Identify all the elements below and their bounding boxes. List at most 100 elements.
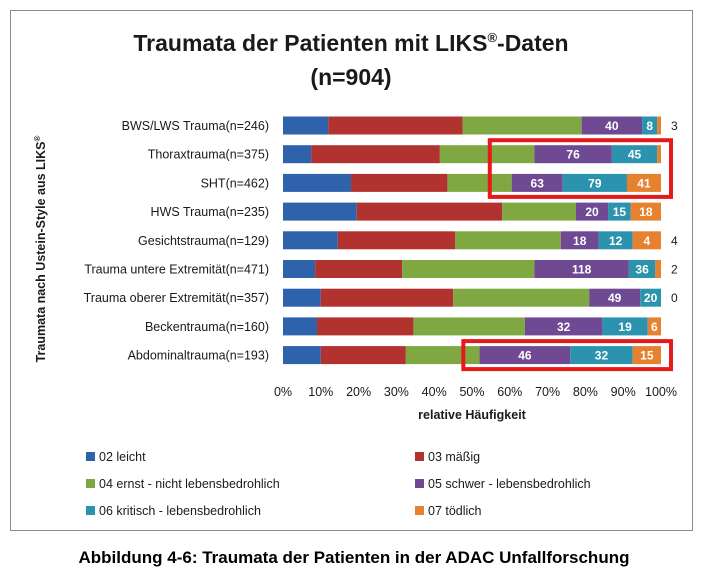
bar-segment bbox=[502, 202, 576, 221]
bar-segment bbox=[351, 173, 448, 192]
legend-swatch bbox=[415, 479, 424, 488]
highlight-box bbox=[487, 138, 674, 199]
data-label: 6 bbox=[651, 320, 658, 334]
bar-segment bbox=[283, 346, 321, 365]
category-labels: BWS/LWS Trauma(n=246) Thoraxtrauma(n=375)… bbox=[84, 119, 269, 363]
bar-segment bbox=[356, 202, 503, 221]
x-tick-label: 100% bbox=[645, 385, 677, 399]
category-label: Beckentrauma(n=160) bbox=[145, 320, 269, 334]
bar-segment bbox=[283, 116, 329, 135]
bar-segment bbox=[562, 173, 627, 192]
x-tick-label: 60% bbox=[497, 385, 522, 399]
bar-segment bbox=[640, 288, 661, 307]
bar-segment bbox=[405, 346, 480, 365]
bar-segment bbox=[560, 231, 599, 250]
data-label: 20 bbox=[644, 291, 658, 305]
data-label: 118 bbox=[572, 263, 592, 277]
data-label: 40 bbox=[605, 119, 619, 133]
stacked-bar-chart: Traumata der Patienten mit LIKS®-Daten(n… bbox=[33, 30, 678, 518]
bar-segment bbox=[337, 231, 455, 250]
data-label-outside: 4 bbox=[671, 234, 678, 248]
legend-label: 02 leicht bbox=[99, 450, 146, 464]
category-label: HWS Trauma(n=235) bbox=[151, 205, 269, 219]
data-label: 32 bbox=[595, 349, 609, 363]
data-label: 36 bbox=[635, 263, 649, 277]
bar-segment bbox=[320, 346, 406, 365]
bar-segment bbox=[479, 346, 571, 365]
category-label: Trauma oberer Extremität(n=357) bbox=[84, 291, 269, 305]
legend-swatch bbox=[415, 506, 424, 515]
bar-segment bbox=[283, 317, 318, 336]
data-label: 15 bbox=[613, 205, 627, 219]
x-tick-label: 10% bbox=[308, 385, 333, 399]
bar-segment bbox=[581, 116, 643, 135]
data-label: 18 bbox=[639, 205, 653, 219]
category-label: Gesichtstrauma(n=129) bbox=[138, 234, 269, 248]
data-label-outside: 0 bbox=[671, 291, 678, 305]
y-axis-title: Traumata nach Ustein-Style aus LIKS® bbox=[33, 136, 48, 363]
bar-segment bbox=[534, 145, 612, 164]
bar-segment bbox=[608, 202, 631, 221]
bar-segment bbox=[589, 288, 641, 307]
bar-segment bbox=[328, 116, 463, 135]
bar-segment bbox=[657, 145, 661, 164]
bar-segment bbox=[283, 145, 312, 164]
x-tick-label: 20% bbox=[346, 385, 371, 399]
bar-segment bbox=[462, 116, 582, 135]
data-label: 76 bbox=[566, 148, 580, 162]
legend-swatch bbox=[415, 452, 424, 461]
bar-segment bbox=[317, 317, 414, 336]
legend: 02 leicht 03 mäßig 04 ernst - nicht lebens… bbox=[86, 450, 591, 518]
x-tick-label: 40% bbox=[422, 385, 447, 399]
bar-segment bbox=[283, 260, 316, 278]
legend-label: 03 mäßig bbox=[428, 450, 480, 464]
data-label: 12 bbox=[609, 234, 623, 248]
category-label: Abdominaltrauma(n=193) bbox=[128, 349, 269, 363]
x-axis-title: relative Häufigkeit bbox=[418, 408, 527, 422]
data-label: 49 bbox=[608, 291, 622, 305]
bar-segment bbox=[315, 260, 403, 278]
legend-label: 06 kritisch - lebensbedrohlich bbox=[99, 504, 261, 518]
data-label-outside: 3 bbox=[671, 119, 678, 133]
bar-segment bbox=[413, 317, 525, 336]
bar-segment bbox=[402, 260, 535, 278]
bar-segment bbox=[632, 231, 661, 250]
data-label: 63 bbox=[531, 176, 545, 190]
x-tick-label: 70% bbox=[535, 385, 560, 399]
x-tick-label: 80% bbox=[573, 385, 598, 399]
bar-segment bbox=[511, 173, 563, 192]
bar-segment bbox=[311, 145, 440, 164]
category-label: BWS/LWS Trauma(n=246) bbox=[122, 119, 269, 133]
data-label: 46 bbox=[518, 349, 532, 363]
legend-swatch bbox=[86, 452, 95, 461]
highlight-box bbox=[461, 339, 673, 372]
data-label: 41 bbox=[637, 176, 651, 190]
bar-segment bbox=[628, 260, 656, 278]
bar-segment bbox=[611, 145, 658, 164]
chart-frame: Traumata der Patienten mit LIKS®-Daten (n… bbox=[10, 10, 693, 531]
bar-segment bbox=[283, 202, 357, 221]
legend-label: 04 ernst - nicht lebensbedrohlich bbox=[99, 477, 280, 491]
data-label: 20 bbox=[585, 205, 599, 219]
bar-segment bbox=[439, 145, 535, 164]
y-axis-title-sup: ® bbox=[33, 136, 42, 142]
bar-segment bbox=[626, 173, 661, 192]
category-label: Trauma untere Extremität(n=471) bbox=[84, 263, 269, 277]
bars: 40 8 3 76 45 63 79 41 20 15 18 18 12 4 4 118 36 2 49 20 0 32 1… bbox=[283, 116, 678, 365]
legend-swatch bbox=[86, 479, 95, 488]
bar-segment bbox=[534, 260, 629, 278]
y-axis-title-main: Traumata nach Ustein-Style aus LIKS bbox=[34, 142, 48, 363]
bar-segment bbox=[655, 260, 661, 278]
bar-segment bbox=[283, 288, 321, 307]
y-axis-label: Traumata nach Ustein-Style aus LIKS® bbox=[33, 136, 48, 363]
category-label: Thoraxtrauma(n=375) bbox=[148, 148, 269, 162]
legend-label: 07 tödlich bbox=[428, 504, 482, 518]
chart-title-suffix: -Daten bbox=[497, 30, 569, 56]
chart-title-main: Traumata der Patienten mit LIKS bbox=[133, 30, 487, 56]
bar-segment bbox=[447, 173, 512, 192]
bar-segment bbox=[647, 317, 661, 336]
data-label-outside: 2 bbox=[671, 263, 678, 277]
x-tick-label: 50% bbox=[459, 385, 484, 399]
chart-title-line1: Traumata der Patienten mit LIKS®-Daten bbox=[133, 30, 568, 56]
bar-segment bbox=[575, 202, 609, 221]
